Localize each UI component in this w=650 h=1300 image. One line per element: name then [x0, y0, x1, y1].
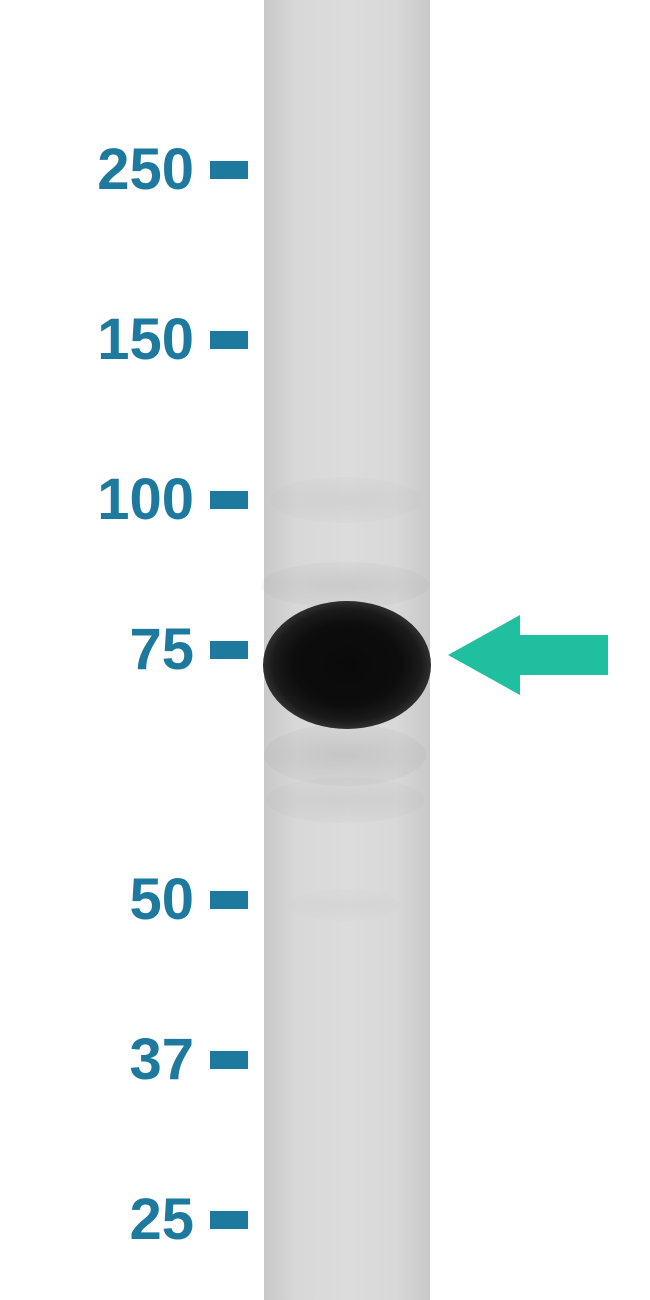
main-protein-band — [263, 601, 431, 729]
band-smear — [290, 889, 400, 921]
arrow-head-icon — [448, 615, 520, 695]
marker-tick-25 — [210, 1211, 248, 1229]
marker-label-37: 37 — [129, 1026, 194, 1093]
band-indicator-arrow — [448, 615, 608, 695]
marker-tick-75 — [210, 641, 248, 659]
marker-label-25: 25 — [129, 1186, 194, 1253]
marker-label-100: 100 — [97, 466, 194, 533]
marker-tick-150 — [210, 331, 248, 349]
marker-label-250: 250 — [97, 136, 194, 203]
marker-label-50: 50 — [129, 866, 194, 933]
band-smear — [270, 477, 420, 523]
arrow-tail — [520, 635, 608, 675]
marker-tick-50 — [210, 891, 248, 909]
marker-label-150: 150 — [97, 306, 194, 373]
marker-tick-250 — [210, 161, 248, 179]
band-smear — [266, 777, 424, 823]
marker-tick-37 — [210, 1051, 248, 1069]
marker-label-75: 75 — [129, 616, 194, 683]
marker-tick-100 — [210, 491, 248, 509]
